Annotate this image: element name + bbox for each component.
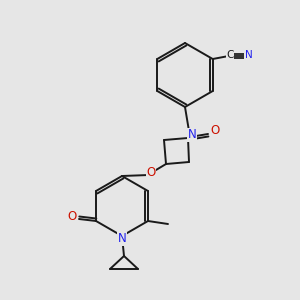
Text: N: N <box>245 50 253 60</box>
Text: O: O <box>210 124 220 137</box>
Text: C: C <box>226 50 233 60</box>
Text: N: N <box>118 232 126 245</box>
Text: O: O <box>68 211 76 224</box>
Text: O: O <box>146 167 156 179</box>
Text: N: N <box>188 128 196 142</box>
